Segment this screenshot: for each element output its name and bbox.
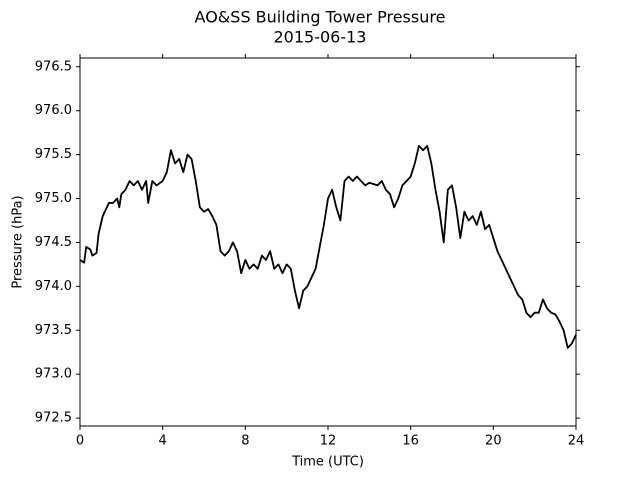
x-tick-label: 4 (159, 434, 167, 449)
chart-title: AO&SS Building Tower Pressure (195, 8, 446, 27)
y-tick-label: 973.5 (35, 323, 72, 338)
x-tick-label: 8 (241, 434, 249, 449)
y-tick-label: 974.5 (35, 235, 72, 250)
plot-frame (79, 57, 577, 427)
y-tick-label: 974.0 (35, 279, 72, 294)
y-axis-label: Pressure (hPa) (11, 195, 26, 288)
x-tick-label: 12 (320, 434, 337, 449)
x-tick-label: 0 (76, 434, 84, 449)
y-tick-label: 972.5 (35, 411, 72, 426)
x-tick-label: 16 (402, 434, 419, 449)
y-tick-label: 976.5 (35, 59, 72, 74)
x-axis-label: Time (UTC) (291, 455, 364, 470)
x-tick-label: 20 (485, 434, 502, 449)
x-tick-label: 24 (568, 434, 585, 449)
chart-title: 2015-06-13 (274, 28, 367, 47)
y-tick-label: 976.0 (35, 103, 72, 118)
y-tick-label: 975.5 (35, 147, 72, 162)
y-tick-label: 973.0 (35, 367, 72, 382)
y-tick-label: 975.0 (35, 191, 72, 206)
data-line (79, 144, 577, 349)
